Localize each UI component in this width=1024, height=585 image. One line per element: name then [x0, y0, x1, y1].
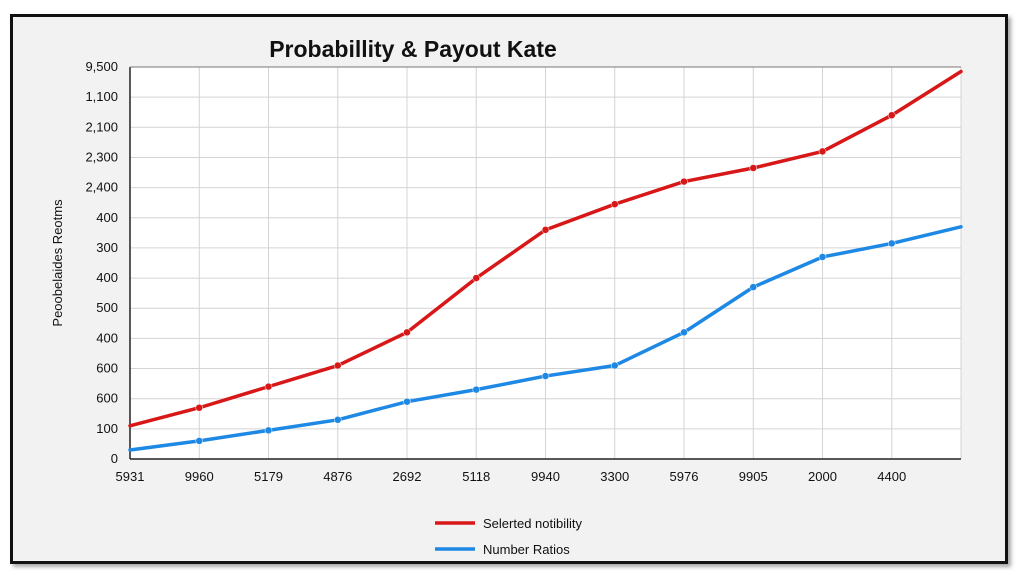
x-tick-label: 9905 [739, 469, 768, 484]
x-tick-label: 5118 [462, 469, 490, 484]
data-point [541, 372, 550, 380]
data-point [195, 437, 203, 445]
series-2 [128, 225, 963, 452]
y-tick-label: 400 [96, 270, 118, 285]
x-tick-label: 2000 [808, 469, 837, 484]
data-point [749, 164, 757, 172]
chart-frame: Probabillity & Payout Kate 0 100 600 600 400… [10, 14, 1008, 564]
y-tick-label: 400 [96, 210, 118, 225]
data-point [334, 361, 342, 370]
legend-label: Number Ratios [483, 542, 570, 557]
y-axis-label: Peoobelaides Reotms [50, 199, 65, 327]
x-tick-label: 4876 [323, 469, 352, 484]
axes [129, 66, 961, 460]
y-tick-label: 300 [96, 240, 118, 255]
y-axis-ticks: 0 100 600 600 400 500 400 300 400 2,400 2,300 2,100… [85, 59, 118, 466]
data-point [888, 111, 896, 119]
data-point [403, 397, 411, 406]
y-tick-label: 2,100 [85, 119, 118, 134]
line-chart: Probabillity & Payout Kate 0 100 600 600 400… [50, 36, 963, 557]
y-tick-label: 2,300 [85, 149, 118, 164]
x-tick-label: 4400 [877, 469, 906, 484]
y-tick-label: 2,400 [85, 180, 118, 195]
data-point [264, 426, 273, 435]
legend-label: Selerted notibility [483, 516, 582, 531]
y-tick-label: 500 [96, 300, 118, 315]
x-tick-label: 5976 [670, 469, 699, 484]
data-point [680, 328, 688, 337]
x-tick-label: 5931 [116, 469, 145, 484]
data-point [472, 274, 480, 282]
data-point [818, 147, 827, 156]
legend: Selerted notibility Number Ratios [435, 516, 582, 557]
data-point [888, 239, 896, 248]
y-tick-label: 9,500 [85, 59, 118, 74]
data-point [264, 382, 273, 391]
x-tick-label: 3300 [600, 469, 629, 484]
y-tick-label: 1,100 [85, 89, 118, 104]
chart-title: Probabillity & Payout Kate [269, 36, 557, 62]
data-point [611, 200, 619, 208]
data-point [749, 283, 757, 291]
x-tick-label: 2692 [393, 469, 422, 484]
y-tick-label: 600 [96, 391, 118, 406]
data-point [472, 385, 480, 394]
x-tick-label: 9960 [185, 469, 214, 484]
series-1 [128, 69, 963, 428]
data-point [195, 403, 203, 412]
series-group [128, 69, 963, 452]
data-point [334, 416, 342, 424]
data-point [403, 328, 411, 337]
y-tick-label: 0 [111, 451, 118, 466]
y-tick-label: 100 [96, 421, 118, 436]
x-tick-label: 9940 [531, 469, 560, 484]
y-tick-label: 600 [96, 361, 118, 376]
data-point [818, 253, 827, 261]
x-axis-ticks: 5931 9960 5179 4876 2692 5118 9940 3300 5976 9905… [116, 469, 907, 484]
x-tick-label: 5179 [254, 469, 283, 484]
y-tick-label: 400 [96, 330, 118, 345]
data-point [611, 361, 619, 370]
data-point [541, 226, 550, 234]
data-point [680, 177, 688, 186]
